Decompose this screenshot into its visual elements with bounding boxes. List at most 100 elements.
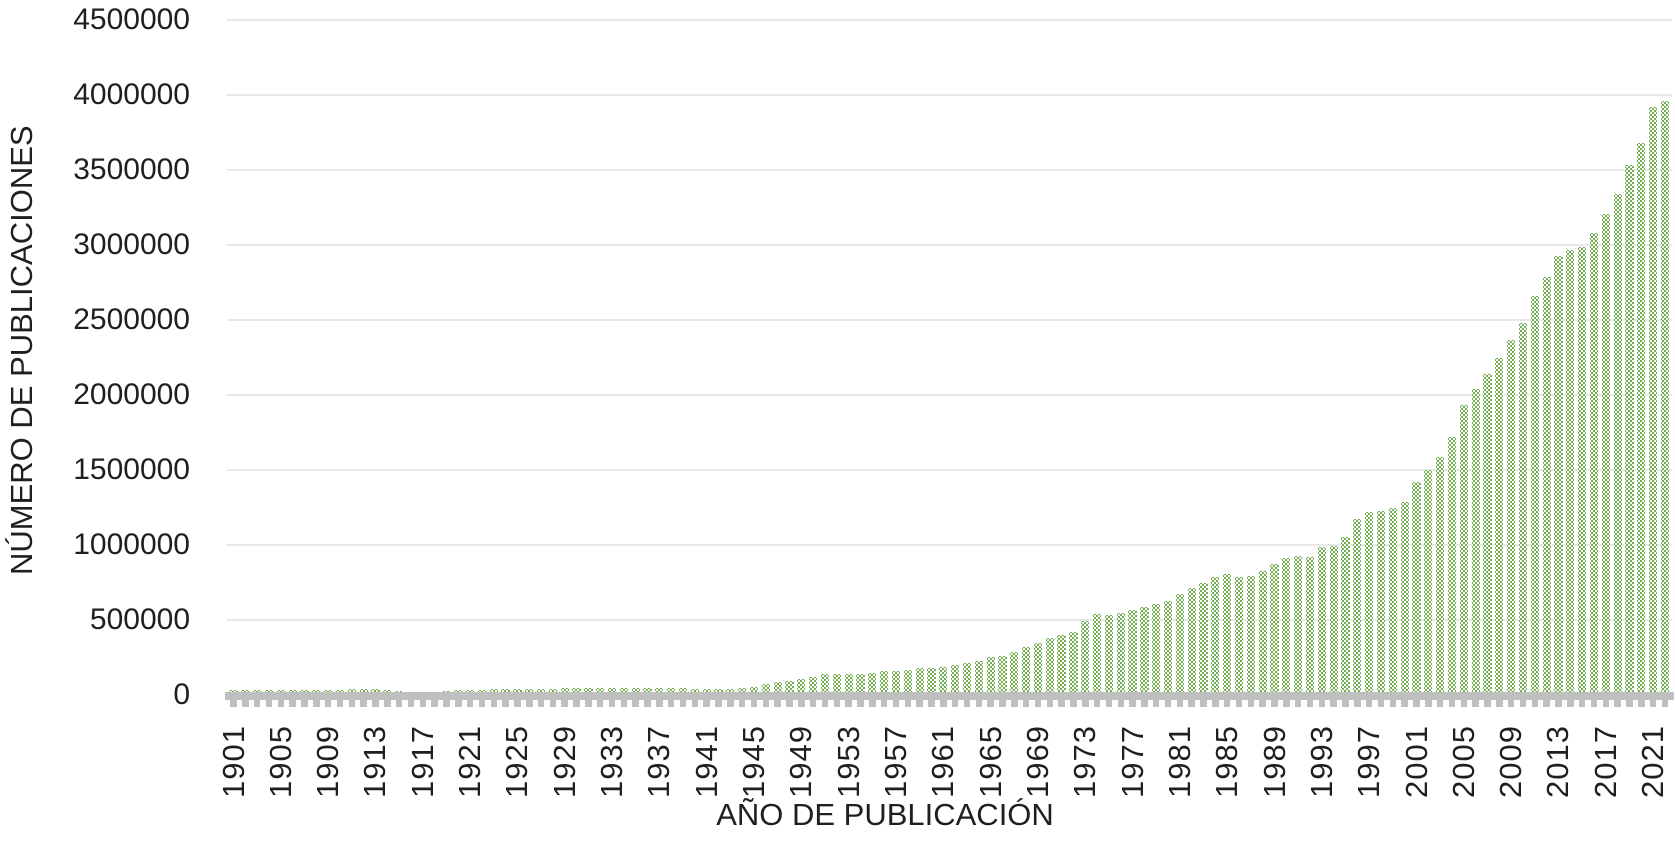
x-tick-label: 1949 [783,725,819,798]
x-axis-tick [1259,700,1266,707]
x-tick-label: 1933 [594,725,630,798]
x-axis-tick [395,700,403,707]
x-axis-tick [880,700,888,707]
gridline [227,244,1672,246]
x-axis-tick [466,700,474,707]
x-axis-tick [904,700,912,707]
gridline [227,544,1672,546]
bar [1424,470,1433,695]
x-axis-tick [1389,700,1397,707]
bar [667,688,676,695]
x-axis-tick [573,700,580,707]
x-axis-tick [1105,700,1113,707]
bar [891,671,901,695]
x-axis-tick [1661,700,1669,707]
bar [856,674,865,695]
x-axis-tick [1212,700,1219,707]
y-tick-label: 1500000 [73,453,190,486]
x-axis-tick [1152,700,1160,707]
bar [749,687,759,695]
bar [1211,577,1220,695]
x-axis-tick [431,700,438,707]
x-axis-tick [277,700,285,707]
x-axis-tick [1022,700,1030,707]
x-axis-tick [585,700,592,707]
x-axis-tick [869,700,876,707]
y-tick-label: 4000000 [73,78,190,111]
x-axis-tick [596,700,604,707]
x-axis-tick [727,700,734,707]
bar [1648,107,1658,695]
bar [1554,256,1563,695]
bar [1294,556,1303,695]
x-axis-tick [502,700,509,707]
x-axis-tick [809,700,817,707]
bar [631,688,640,695]
x-axis-tick [715,700,722,707]
x-axis-tick [490,700,498,707]
bar [1081,621,1090,695]
x-axis-tick [1472,700,1479,707]
y-tick-label: 1000000 [73,528,190,561]
bar [1353,519,1362,695]
x-axis-tick [1519,700,1527,707]
bar [1376,511,1386,695]
x-axis-tick [1484,700,1491,707]
x-axis-tick [253,700,261,707]
bar [1625,165,1634,695]
bar [1069,632,1078,695]
bar [1045,638,1054,695]
bar [903,670,912,695]
bar [1542,277,1551,695]
bar [1270,564,1279,695]
y-tick-label: 2000000 [73,378,190,411]
x-tick-label: 2005 [1445,725,1481,798]
x-axis-tick [703,700,710,707]
x-axis-tick [632,700,639,707]
bar [1116,613,1125,695]
x-tick-label: 1909 [310,725,346,798]
bar [1104,615,1114,695]
bar [1365,512,1374,695]
x-tick-label: 1925 [499,725,535,798]
x-axis-tick [774,700,781,707]
x-axis-tick [656,700,663,707]
y-tick-label: 4500000 [73,3,190,36]
x-axis-tick [786,700,793,707]
x-axis-tick [1555,700,1562,707]
bar [1518,323,1528,695]
bar [560,688,569,695]
x-axis-tick [549,700,557,707]
bar [1388,508,1397,695]
x-axis-tick [1011,700,1018,707]
x-axis-tick [738,700,746,707]
x-axis-tick [857,700,864,707]
x-tick-label: 1985 [1209,725,1245,798]
x-axis-tick [1354,700,1361,707]
bar [1341,537,1350,695]
gridline [227,94,1672,96]
x-axis-tick [1247,700,1255,707]
bar [1033,643,1043,695]
x-axis-tick [1543,700,1550,707]
x-axis-tick [561,700,568,707]
x-axis-tick [845,700,852,707]
bar [1471,389,1480,695]
bar [1163,601,1173,695]
bar [1660,101,1670,695]
bar [1092,614,1102,695]
x-axis-title: AÑO DE PUBLICACIÓN [716,797,1054,832]
x-axis-tick [336,700,344,707]
bar [596,688,605,695]
x-axis-tick [1567,700,1574,707]
x-axis-tick [644,700,651,707]
bar [1601,214,1610,695]
x-axis-tick [1448,700,1456,707]
x-axis-tick [963,700,971,707]
x-axis-tick [916,700,923,707]
x-axis-tick [1117,700,1125,707]
bar [1140,607,1149,695]
bar [1329,546,1338,695]
x-tick-label: 1937 [641,725,677,798]
bar [1223,574,1232,695]
